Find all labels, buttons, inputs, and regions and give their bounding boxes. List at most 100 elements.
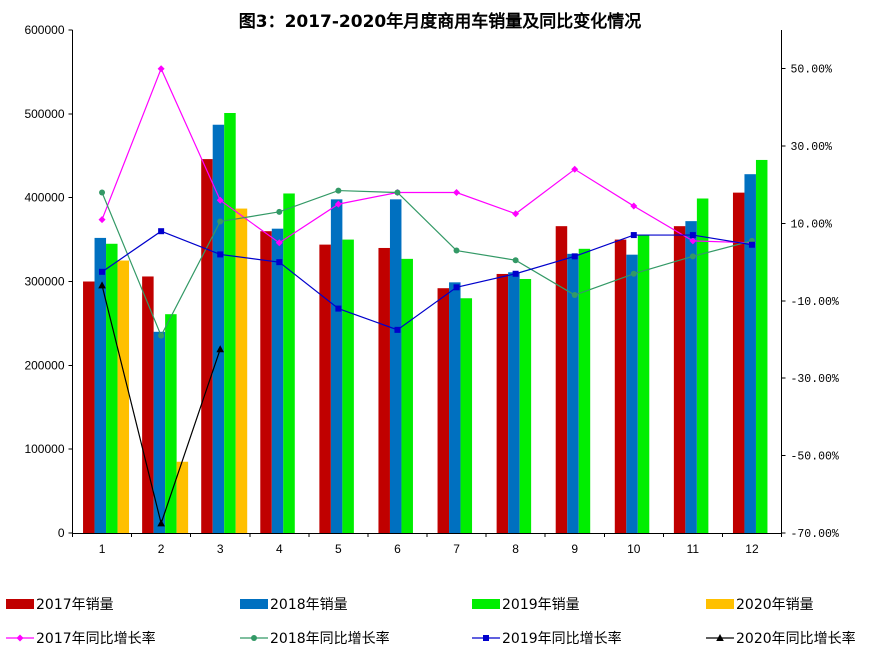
bar-2019年销量-10 xyxy=(637,235,650,533)
legend-marker-2020年同比增长率 xyxy=(716,634,724,641)
point-2019年同比增长率-8 xyxy=(512,270,519,277)
legend-label: 2019年销量 xyxy=(502,597,580,613)
legend-item: 2019年销量 xyxy=(472,597,580,613)
bar-2019年销量-9 xyxy=(578,248,591,533)
bar-2019年销量-1 xyxy=(106,243,118,533)
bars-layer xyxy=(83,112,768,534)
legend-item: 2018年同比增长率 xyxy=(240,630,390,647)
bar-2019年销量-3 xyxy=(224,112,236,534)
legend-swatch-2017年销量 xyxy=(6,599,34,609)
x-tick-label: 12 xyxy=(745,542,759,556)
point-2019年同比增长率-1 xyxy=(99,268,106,275)
point-2019年同比增长率-11 xyxy=(689,232,696,239)
bar-2017年销量-10 xyxy=(614,239,627,534)
left-tick-label: 200000 xyxy=(24,358,64,372)
bar-2019年销量-8 xyxy=(519,278,532,533)
right-tick-label: -70.00% xyxy=(791,528,839,541)
x-tick-label: 1 xyxy=(99,542,106,556)
point-2017年同比增长率-2 xyxy=(157,65,165,73)
point-2017年同比增长率-5 xyxy=(334,200,342,208)
bar-2018年销量-3 xyxy=(212,124,225,534)
point-2019年同比增长率-2 xyxy=(158,228,165,235)
point-2019年同比增长率-12 xyxy=(748,241,755,248)
point-2019年同比增长率-5 xyxy=(335,305,342,312)
legend-item: 2017年销量 xyxy=(6,597,114,613)
line-2017年同比增长率 xyxy=(101,67,752,244)
line-2018年同比增长率 xyxy=(101,189,753,338)
bar-2017年销量-1 xyxy=(83,281,95,533)
legend-item: 2019年同比增长率 xyxy=(472,630,622,647)
legend-label: 2018年销量 xyxy=(270,597,348,613)
x-tick-label: 5 xyxy=(335,542,342,556)
bar-2018年销量-11 xyxy=(685,221,697,533)
left-tick-label: 0 xyxy=(58,526,65,540)
point-2020年同比增长率-3 xyxy=(216,345,225,353)
bar-2017年销量-11 xyxy=(673,226,686,534)
point-2020年同比增长率-1 xyxy=(98,281,106,289)
bar-2017年销量-12 xyxy=(732,192,745,534)
bar-2019年销量-11 xyxy=(696,198,709,533)
right-tick-label: 50.00% xyxy=(791,64,833,77)
point-2018年同比增长率-8 xyxy=(512,257,519,264)
point-2020年同比增长率-2 xyxy=(157,519,165,527)
bar-2018年销量-1 xyxy=(94,237,107,533)
bar-2020年销量-1 xyxy=(117,260,130,533)
bar-2019年销量-4 xyxy=(283,193,295,533)
point-2019年同比增长率-4 xyxy=(276,259,283,266)
bar-2020年销量-2 xyxy=(176,461,189,533)
point-2019年同比增长率-9 xyxy=(571,253,578,260)
legend-label: 2018年同比增长率 xyxy=(270,630,390,647)
point-2019年同比增长率-7 xyxy=(453,284,460,291)
bar-2019年销量-12 xyxy=(755,159,768,534)
x-tick-label: 7 xyxy=(453,542,460,556)
point-2018年同比增长率-7 xyxy=(453,247,460,254)
ticks-layer: 0 100000 200000 300000 400000 500000 600000 -70… xyxy=(24,23,838,556)
legend-label: 2020年销量 xyxy=(736,597,814,613)
point-2017年同比增长率-11 xyxy=(689,237,697,245)
line-2019年同比增长率 xyxy=(101,230,753,331)
bar-2019年销量-5 xyxy=(342,239,354,534)
lines-layer xyxy=(98,65,756,527)
legend-label: 2017年同比增长率 xyxy=(36,630,156,647)
bar-2017年销量-6 xyxy=(378,247,390,533)
left-tick-label: 500000 xyxy=(24,107,64,121)
legend-label: 2017年销量 xyxy=(36,597,114,613)
bar-2018年销量-8 xyxy=(508,272,520,533)
point-2017年同比增长率-3 xyxy=(216,196,224,204)
point-2018年同比增长率-6 xyxy=(394,189,401,196)
x-tick-label: 9 xyxy=(571,542,578,556)
x-tick-label: 3 xyxy=(217,542,224,556)
point-2018年同比增长率-3 xyxy=(217,218,224,225)
right-tick-label: 30.00% xyxy=(791,141,833,154)
legend-marker-2019年同比增长率 xyxy=(483,635,489,641)
legend-swatch-2019年销量 xyxy=(472,599,500,609)
bar-2018年销量-2 xyxy=(153,331,166,533)
legend-swatch-2018年销量 xyxy=(240,599,268,609)
right-tick-label: -30.00% xyxy=(791,373,839,386)
point-2017年同比增长率-8 xyxy=(512,210,520,218)
left-tick-label: 400000 xyxy=(24,191,64,205)
point-2018年同比增长率-4 xyxy=(276,208,283,215)
bar-2017年销量-4 xyxy=(260,231,272,533)
bar-2018年销量-7 xyxy=(449,282,461,533)
legend-marker-2017年同比增长率 xyxy=(16,634,24,642)
bar-2018年销量-6 xyxy=(389,199,402,534)
legend-label: 2019年同比增长率 xyxy=(502,630,622,647)
x-tick-label: 6 xyxy=(394,542,401,556)
bar-2018年销量-12 xyxy=(744,174,756,533)
bar-2020年销量-3 xyxy=(235,208,248,533)
point-2019年同比增长率-6 xyxy=(394,326,401,333)
bar-2017年销量-2 xyxy=(142,276,154,533)
bar-2017年销量-3 xyxy=(201,159,213,533)
bar-2019年销量-6 xyxy=(401,258,413,533)
legend-marker-2018年同比增长率 xyxy=(251,635,257,641)
bar-2018年销量-5 xyxy=(330,199,343,534)
legend-item: 2018年销量 xyxy=(240,597,348,613)
point-2018年同比增长率-11 xyxy=(689,253,696,260)
x-tick-label: 2 xyxy=(158,542,165,556)
point-2017年同比增长率-10 xyxy=(630,202,638,210)
point-2019年同比增长率-3 xyxy=(217,251,224,258)
bar-2018年销量-10 xyxy=(626,254,638,533)
point-2019年同比增长率-10 xyxy=(630,232,637,239)
